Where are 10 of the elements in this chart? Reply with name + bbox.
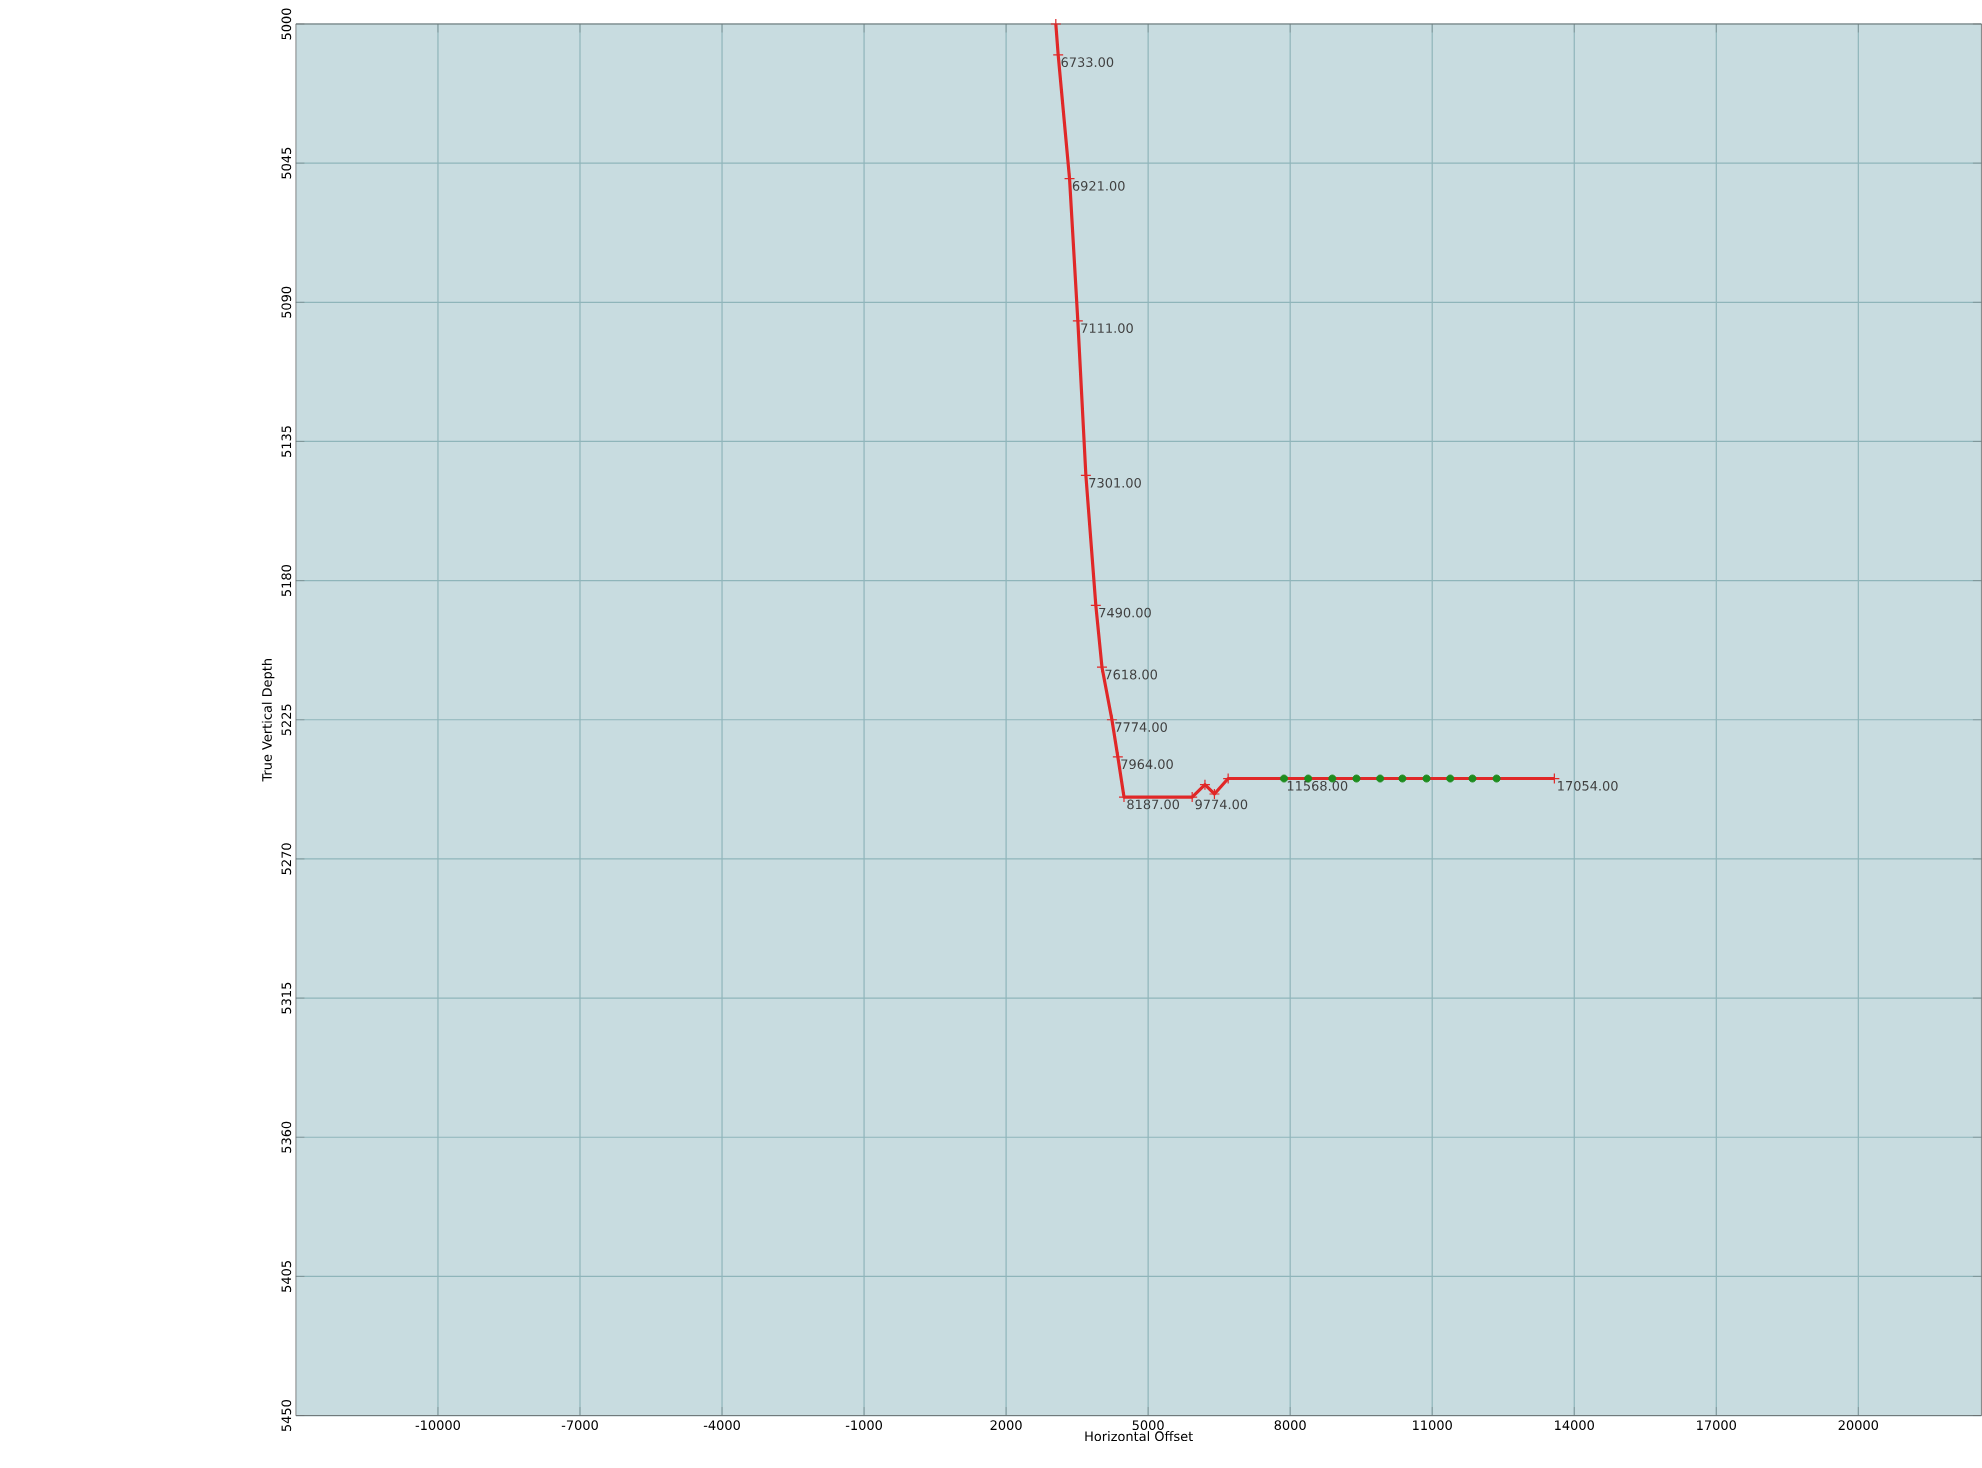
point xyxy=(1492,774,1501,783)
point xyxy=(1398,774,1407,783)
point xyxy=(1376,774,1385,783)
point xyxy=(1352,774,1361,783)
point xyxy=(1468,774,1477,783)
point xyxy=(1280,774,1289,783)
point xyxy=(1199,779,1211,791)
point xyxy=(1446,774,1455,783)
point xyxy=(1208,788,1220,800)
point xyxy=(1422,774,1431,783)
